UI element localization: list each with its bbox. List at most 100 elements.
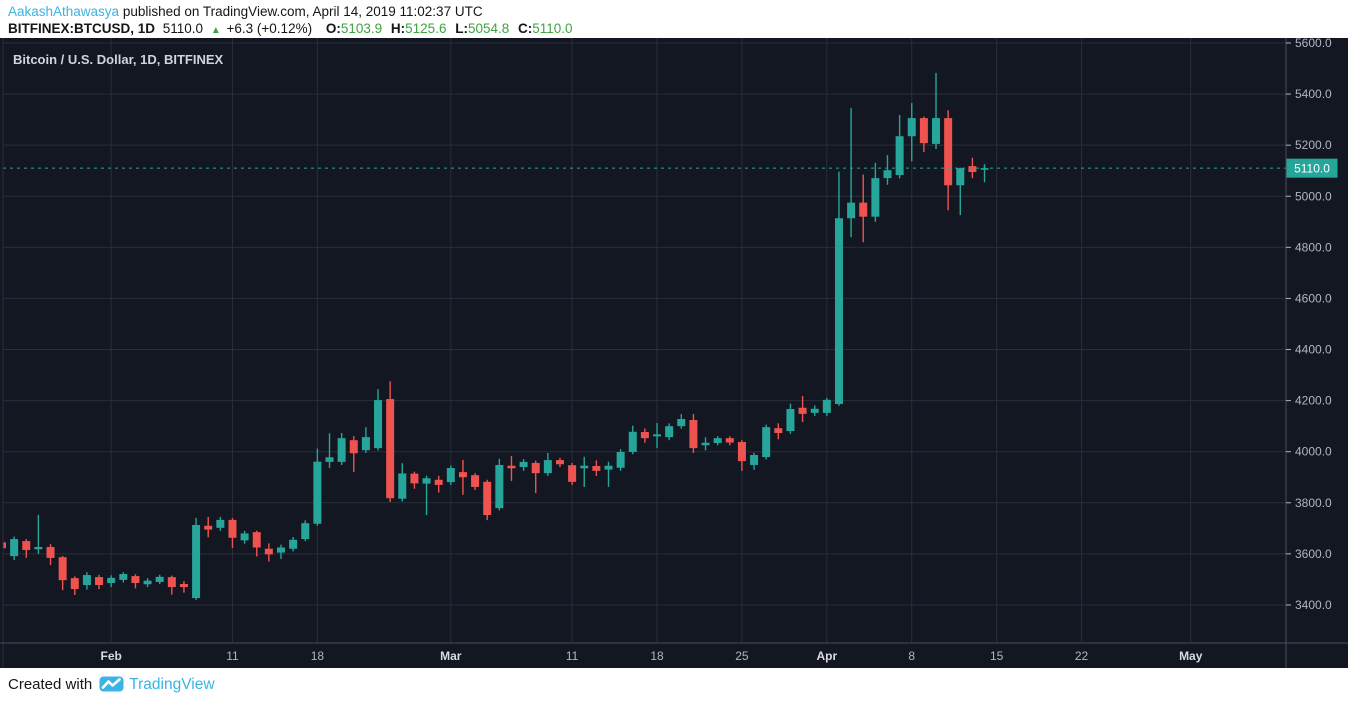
price-axis[interactable]: 5600.0 5400.0 5200.0 5000.0 4800.0 4600.0 4400… bbox=[1286, 38, 1338, 612]
candle bbox=[737, 439, 746, 471]
y-axis-label: 5000.0 bbox=[1295, 189, 1332, 203]
candle bbox=[107, 575, 116, 588]
candle bbox=[143, 578, 152, 588]
candle bbox=[386, 381, 395, 503]
high-label: H: bbox=[390, 21, 406, 36]
candle bbox=[361, 427, 370, 453]
candle bbox=[919, 116, 928, 153]
y-axis-label: 5400.0 bbox=[1295, 87, 1332, 101]
candle bbox=[640, 428, 649, 443]
candle bbox=[337, 433, 346, 465]
candle bbox=[653, 423, 662, 449]
published-text: published on TradingView.com, April 14, … bbox=[122, 4, 483, 19]
candle bbox=[810, 405, 819, 416]
candle bbox=[580, 456, 589, 487]
candle bbox=[82, 572, 91, 590]
footer: Created with TradingView bbox=[0, 668, 1348, 701]
y-axis-label: 4400.0 bbox=[1295, 343, 1332, 357]
candle bbox=[349, 436, 358, 472]
candle bbox=[276, 544, 285, 559]
x-axis-label: Mar bbox=[440, 649, 462, 663]
y-axis-label: 4200.0 bbox=[1295, 394, 1332, 408]
candle bbox=[240, 530, 249, 544]
candle bbox=[762, 424, 771, 460]
close-value: 5110.0 bbox=[532, 21, 573, 36]
candle bbox=[119, 572, 128, 583]
y-axis-label: 3800.0 bbox=[1295, 496, 1332, 510]
candle bbox=[907, 103, 916, 162]
candle bbox=[289, 537, 298, 552]
open-label: O: bbox=[325, 21, 341, 36]
candle bbox=[495, 458, 504, 511]
time-axis[interactable]: Feb 11 18 Mar 11 18 25 Apr 8 15 22 May bbox=[100, 649, 1202, 663]
candle bbox=[46, 544, 55, 566]
candle bbox=[568, 462, 577, 485]
created-with-text: Created with bbox=[8, 676, 93, 693]
last-price-tag-value: 5110.0 bbox=[1294, 162, 1330, 176]
last-price-value: 5110.0 bbox=[162, 21, 204, 36]
author-link[interactable]: AakashAthawasya bbox=[8, 4, 120, 19]
price-change-value: +6.3 (+0.12%) bbox=[226, 21, 313, 36]
candle bbox=[592, 460, 601, 476]
candle bbox=[713, 436, 722, 446]
attribution-header: AakashAthawasya published on TradingView… bbox=[0, 0, 1348, 38]
candle bbox=[131, 574, 140, 589]
candle bbox=[22, 539, 31, 558]
x-axis-label: 8 bbox=[908, 649, 915, 663]
candle bbox=[179, 581, 188, 593]
y-axis-label: 4600.0 bbox=[1295, 291, 1332, 305]
candle bbox=[155, 574, 164, 584]
candle bbox=[859, 174, 868, 243]
chart-background bbox=[0, 38, 1348, 668]
candle bbox=[216, 516, 225, 531]
tradingview-logo-icon[interactable] bbox=[99, 676, 124, 693]
candle bbox=[519, 459, 528, 471]
symbol-status-line: BITFINEX:BTCUSD, 1D 5110.0 ▲ +6.3 (+0.12… bbox=[8, 20, 1348, 39]
candle bbox=[628, 425, 637, 455]
x-axis-label: 22 bbox=[1075, 649, 1089, 663]
up-arrow-icon: ▲ bbox=[210, 25, 221, 36]
candle bbox=[531, 460, 540, 494]
y-axis-label: 4800.0 bbox=[1295, 240, 1332, 254]
candle bbox=[968, 157, 977, 179]
chart-canvas[interactable]: 5600.0 5400.0 5200.0 5000.0 4800.0 4600.0 4400… bbox=[0, 38, 1348, 668]
candle bbox=[543, 452, 552, 476]
candle bbox=[604, 461, 613, 487]
y-axis-label: 5600.0 bbox=[1295, 38, 1332, 50]
candle bbox=[228, 518, 237, 548]
candle bbox=[458, 459, 467, 495]
candle bbox=[822, 397, 831, 416]
candle bbox=[167, 575, 176, 595]
candle bbox=[786, 403, 795, 434]
candle bbox=[204, 516, 213, 538]
candle bbox=[750, 452, 759, 470]
x-axis-label: 18 bbox=[311, 649, 325, 663]
candle bbox=[446, 465, 455, 485]
candle bbox=[616, 449, 625, 471]
candle bbox=[883, 155, 892, 185]
candle bbox=[252, 530, 261, 557]
candle bbox=[507, 456, 516, 482]
tradingview-brand-link[interactable]: TradingView bbox=[129, 675, 215, 693]
candle bbox=[471, 473, 480, 490]
candle bbox=[301, 520, 310, 542]
y-axis-label: 3600.0 bbox=[1295, 547, 1332, 561]
candle bbox=[58, 555, 67, 591]
y-axis-label: 5200.0 bbox=[1295, 138, 1332, 152]
candle bbox=[665, 423, 674, 441]
candle bbox=[677, 414, 686, 429]
high-value: 5125.6 bbox=[405, 21, 447, 36]
x-axis-label: 18 bbox=[650, 649, 664, 663]
last-price-tag bbox=[1286, 158, 1338, 178]
open-value: 5103.9 bbox=[340, 21, 383, 36]
candle bbox=[10, 536, 19, 560]
x-axis-label: Apr bbox=[817, 649, 838, 663]
x-axis-label: May bbox=[1179, 649, 1203, 663]
x-axis-label: 15 bbox=[990, 649, 1004, 663]
attribution-line: AakashAthawasya published on TradingView… bbox=[8, 3, 1348, 20]
candle bbox=[689, 413, 698, 453]
symbol-interval-label: BITFINEX:BTCUSD, 1D bbox=[8, 21, 156, 36]
chart-area: Bitcoin / U.S. Dollar, 1D, BITFINEX 5600… bbox=[0, 38, 1348, 668]
candle bbox=[70, 576, 79, 595]
x-axis-label: Feb bbox=[100, 649, 121, 663]
